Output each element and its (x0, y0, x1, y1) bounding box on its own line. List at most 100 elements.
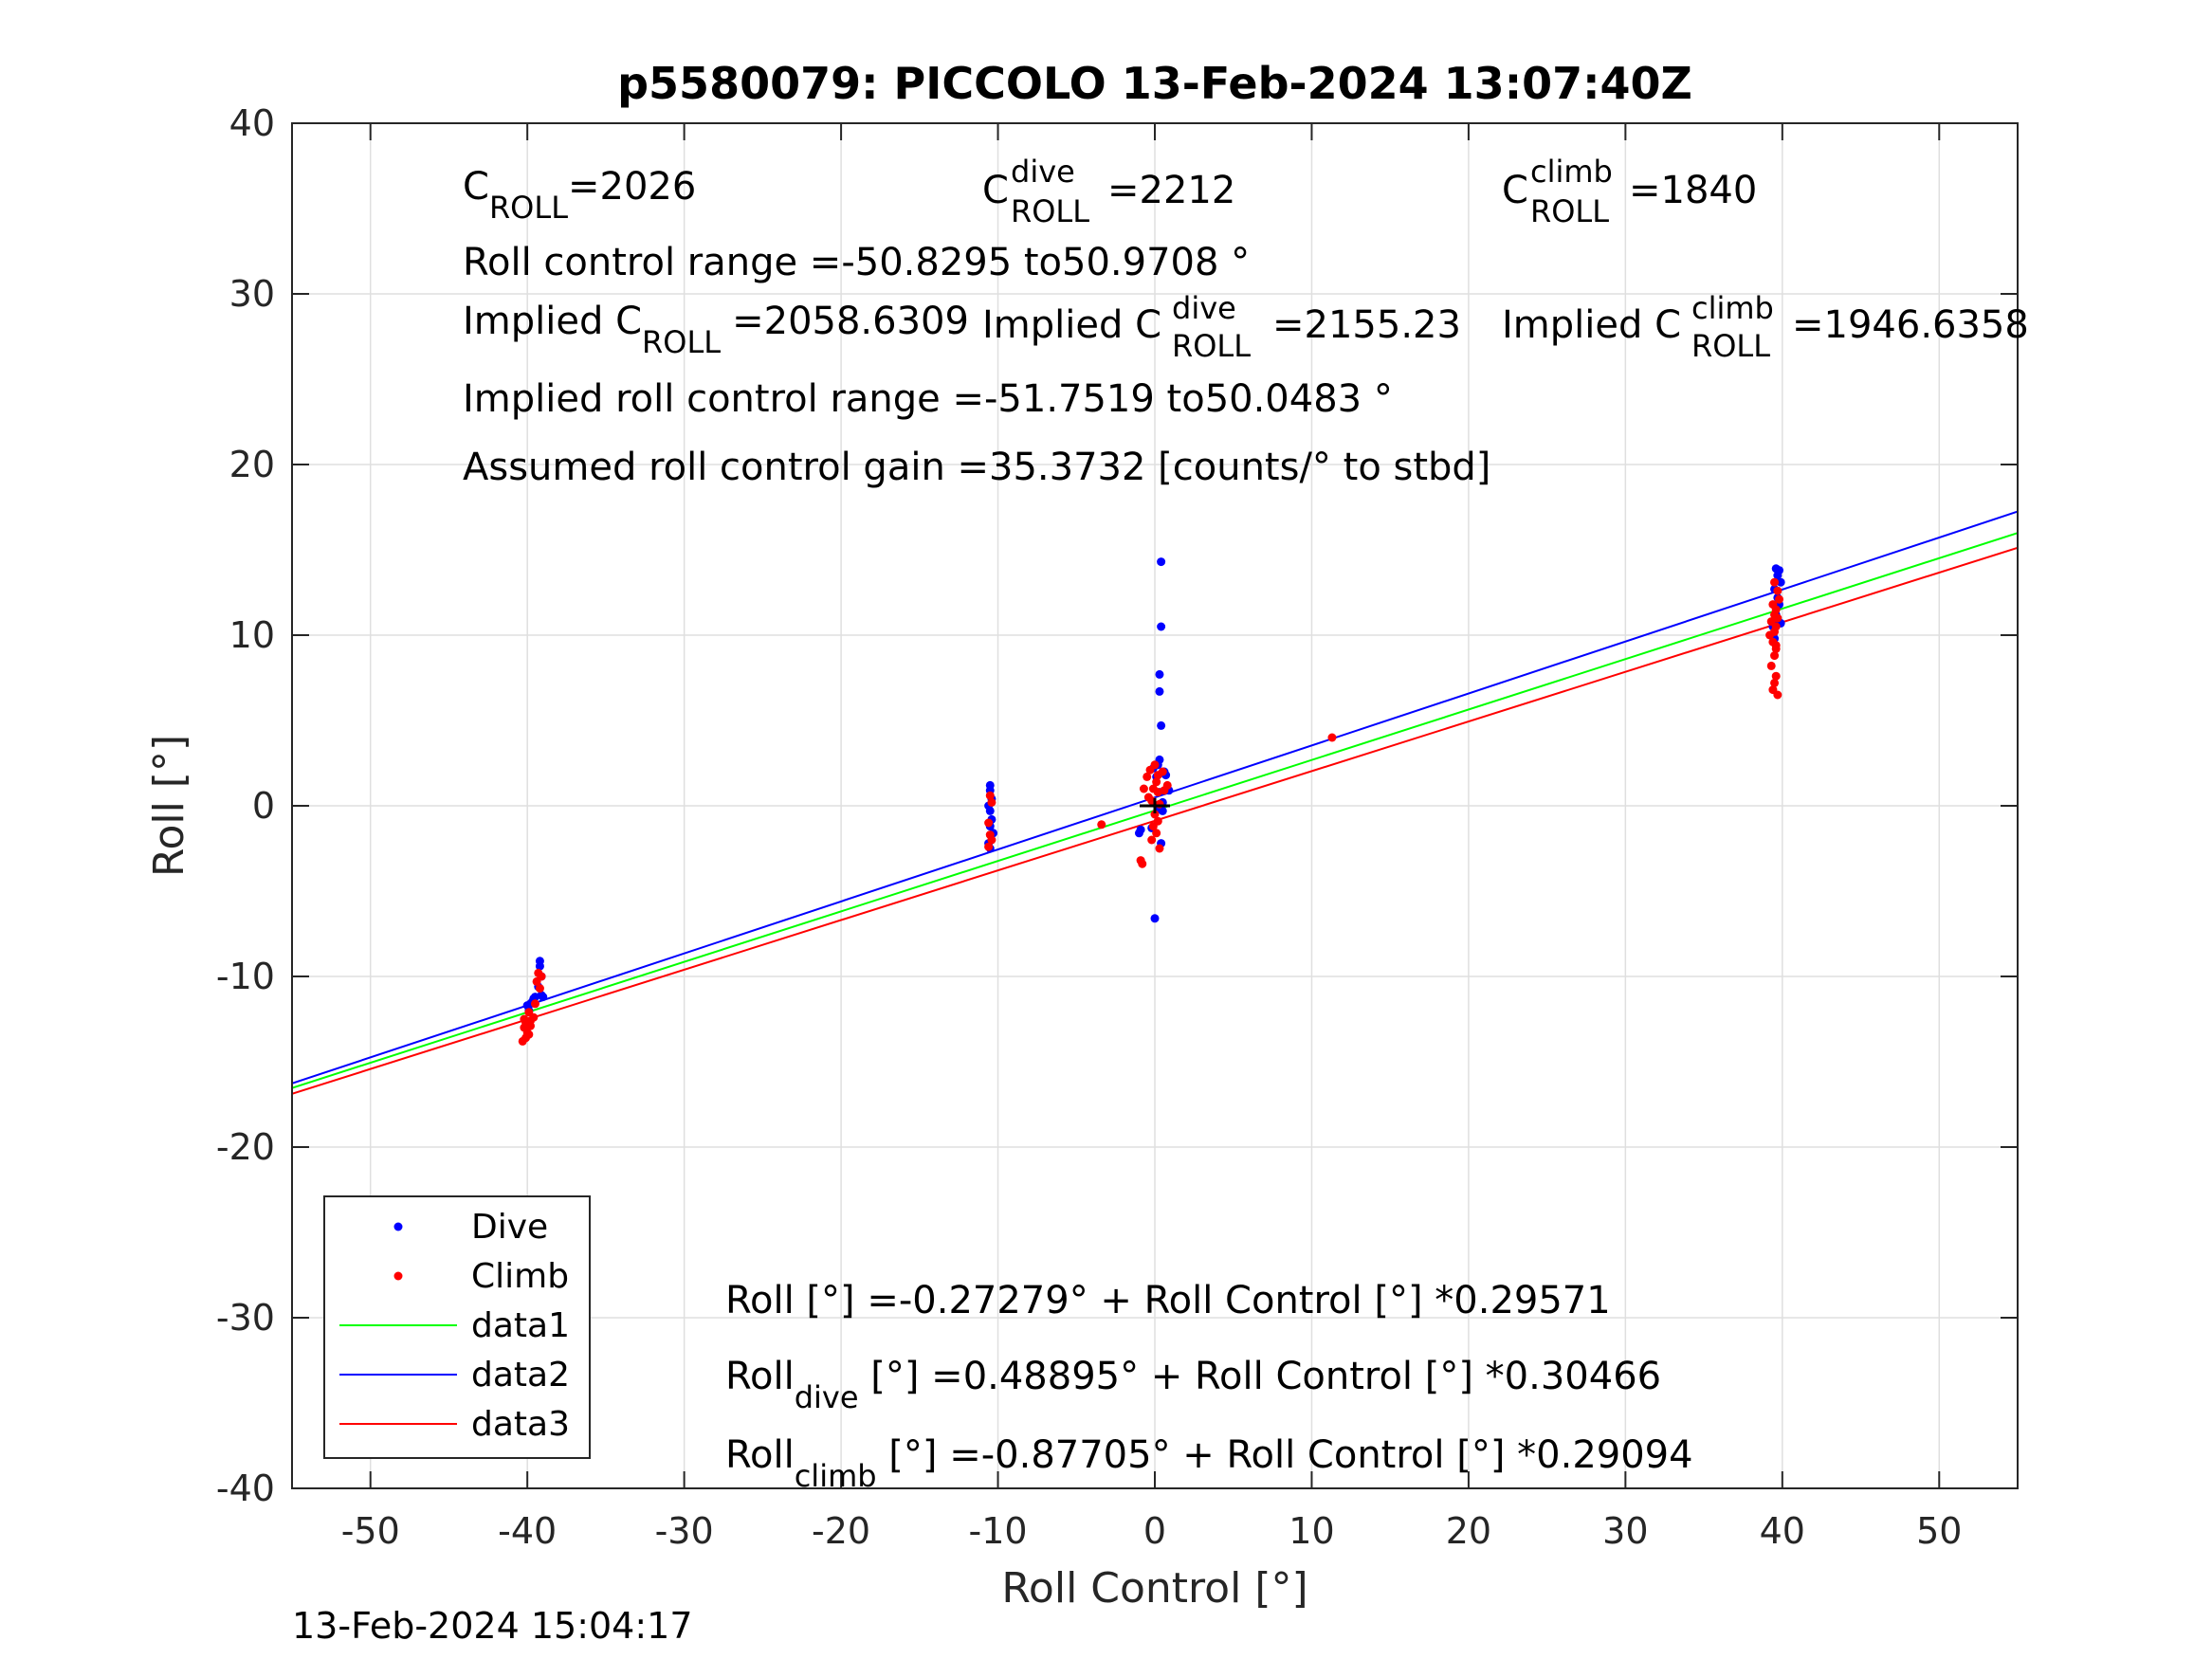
annotation-c-roll-dive-sup: dive (1011, 154, 1075, 190)
x-tick-label: -30 (655, 1510, 714, 1552)
x-tick-label: 40 (1760, 1510, 1805, 1552)
legend-label-climb: Climb (471, 1257, 569, 1296)
climb-point (1770, 678, 1780, 687)
climb-point (985, 791, 995, 800)
fit-line-data2 (292, 510, 2018, 1085)
climb-point (1139, 784, 1148, 793)
legend-box (323, 1195, 591, 1459)
climb-point (1771, 641, 1781, 650)
annotation-c-roll-dive: C (982, 169, 1009, 212)
annotation-fit-climb: Rollclimb [°] =-0.87705° + Roll Control … (725, 1433, 1693, 1494)
climb-point (1773, 586, 1782, 595)
y-tick-label: 10 (229, 614, 275, 656)
climb-point (984, 818, 994, 828)
x-tick-label: 0 (1143, 1510, 1166, 1552)
annotation-c-roll-climb-sub: ROLL (1530, 193, 1609, 229)
climb-point (1148, 822, 1158, 831)
dive-point (1776, 577, 1785, 587)
annotation-implied-c-roll-climb-value: =1946.6358 (1792, 303, 2029, 347)
axis-ticks (292, 122, 2018, 1489)
annotation-implied-c-roll-climb-sub: ROLL (1691, 328, 1770, 364)
y-tick-label: 20 (229, 444, 275, 485)
climb-point (1158, 767, 1167, 776)
annotation-implied-c-roll-climb: Implied C (1502, 303, 1681, 347)
climb-point (525, 1021, 535, 1030)
tick-labels: -50 -40 -30 -20 -10 0 10 20 30 40 50 40 30 20 10 0 -10 -2… (216, 102, 1963, 1552)
x-tick-label: 10 (1289, 1510, 1334, 1552)
climb-point (1138, 859, 1147, 868)
climb-point (520, 1014, 529, 1024)
data-points (518, 557, 1785, 1046)
annotation-implied-c-roll-dive-value: =2155.23 (1272, 303, 1461, 347)
y-tick-label: -10 (216, 956, 275, 997)
climb-point (1327, 733, 1337, 742)
climb-point (1775, 594, 1784, 604)
y-tick-label: -30 (216, 1297, 275, 1339)
legend-label-data3: data3 (471, 1405, 570, 1444)
y-tick-label: -20 (216, 1126, 275, 1168)
annotation-implied-range: Implied roll control range =-51.7519 to5… (463, 377, 1393, 421)
dive-point (535, 961, 544, 971)
legend-label-data1: data1 (471, 1306, 570, 1345)
annotation-fit-dive: Rolldive [°] =0.48895° + Roll Control [°… (725, 1355, 1661, 1415)
annotation-c-roll-climb-sup: climb (1530, 154, 1613, 190)
climb-point (1773, 613, 1782, 623)
annotation-gain: Assumed roll control gain =35.3732 [coun… (463, 446, 1490, 489)
x-tick-label: 50 (1916, 1510, 1962, 1552)
origin-marker (1140, 798, 1170, 813)
y-tick-label: -40 (216, 1468, 275, 1509)
climb-point (1147, 835, 1157, 845)
climb-point (1771, 671, 1781, 681)
annotation-c-roll-dive-sub: ROLL (1011, 193, 1089, 229)
annotation-c-roll-climb: C (1502, 169, 1528, 212)
climb-point (987, 797, 996, 807)
climb-point (1770, 651, 1780, 661)
climb-point (1765, 630, 1775, 640)
climb-point (987, 835, 996, 845)
print-timestamp: 13-Feb-2024 15:04:17 (292, 1605, 693, 1647)
climb-point (1162, 780, 1172, 790)
climb-point (535, 984, 544, 994)
climb-point (1143, 772, 1152, 781)
annotation-implied-c-roll: Implied CROLL =2058.6309 (463, 300, 969, 360)
dive-point (1157, 557, 1166, 567)
dive-point (537, 991, 546, 1000)
y-tick-label: 0 (252, 785, 275, 827)
y-axis-label: Roll [°] (145, 735, 193, 877)
dive-point (1150, 914, 1160, 923)
legend-label-data2: data2 (471, 1356, 570, 1395)
annotation-implied-c-roll-dive: Implied C (982, 303, 1161, 347)
climb-point (1097, 820, 1106, 830)
annotation-c-roll: CROLL=2026 (463, 165, 696, 226)
climb-point (1766, 661, 1776, 670)
chart-title: p5580079: PICCOLO 13-Feb-2024 13:07:40Z (617, 58, 1692, 109)
dive-point (985, 806, 995, 815)
x-tick-label: 30 (1602, 1510, 1648, 1552)
dive-point (1134, 829, 1143, 838)
annotation-fit-all: Roll [°] =-0.27279° + Roll Control [°] *… (725, 1279, 1611, 1322)
dive-point (1157, 622, 1166, 631)
x-axis-label: Roll Control [°] (1001, 1564, 1307, 1613)
climb-point (1155, 844, 1164, 853)
plot-frame (291, 122, 2019, 1489)
climb-point (532, 976, 541, 986)
climb-point (1770, 577, 1780, 587)
dive-point (1155, 686, 1164, 696)
climb-point (530, 999, 539, 1009)
climb-point (1152, 829, 1161, 838)
annotation-roll-control-range: Roll control range =-50.8295 to50.9708 ° (463, 241, 1250, 284)
climb-point (1150, 810, 1160, 819)
dive-point (1157, 720, 1166, 730)
x-tick-label: -50 (341, 1510, 400, 1552)
legend-label-dive: Dive (471, 1208, 548, 1247)
dive-point (1155, 669, 1164, 679)
annotation-implied-c-roll-dive-sup: dive (1172, 290, 1236, 326)
x-tick-label: -20 (812, 1510, 870, 1552)
climb-point (1773, 690, 1782, 700)
climb-point (1152, 777, 1161, 787)
annotation-implied-c-roll-dive-sub: ROLL (1172, 328, 1251, 364)
climb-point (524, 1008, 534, 1017)
y-tick-label: 30 (229, 273, 275, 315)
climb-point (984, 842, 994, 851)
